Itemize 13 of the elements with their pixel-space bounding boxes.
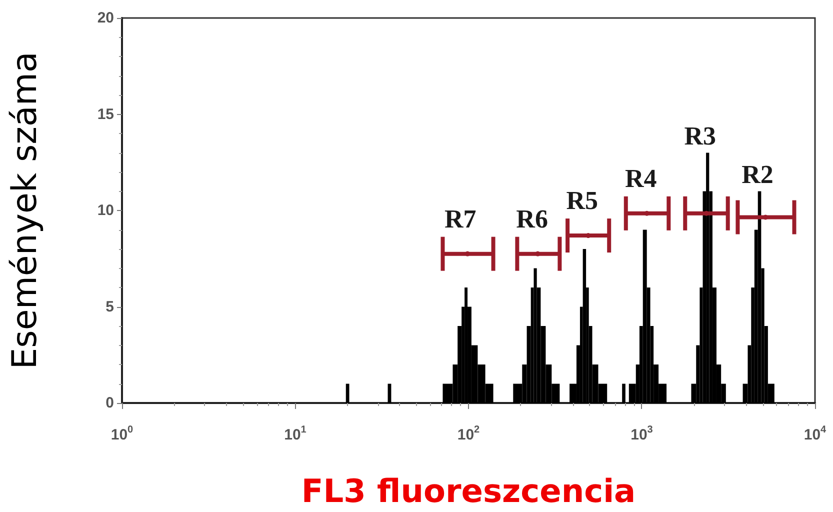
y-tick-label: 20	[97, 10, 114, 26]
x-axis-title: FL3 fluoreszcencia	[301, 472, 636, 510]
series-label: R2	[742, 160, 774, 189]
y-tick-label: 0	[106, 394, 114, 412]
series-label: R7	[444, 204, 476, 234]
series-label: R5	[566, 186, 598, 216]
y-axis-title: Események száma	[5, 52, 45, 370]
y-tick-label: 15	[97, 106, 114, 123]
series-label: R4	[624, 164, 657, 193]
series-label: R6	[516, 204, 548, 234]
y-tick-label: 10	[97, 202, 114, 219]
y-tick-label: 5	[106, 298, 114, 316]
text: R3	[684, 121, 716, 150]
